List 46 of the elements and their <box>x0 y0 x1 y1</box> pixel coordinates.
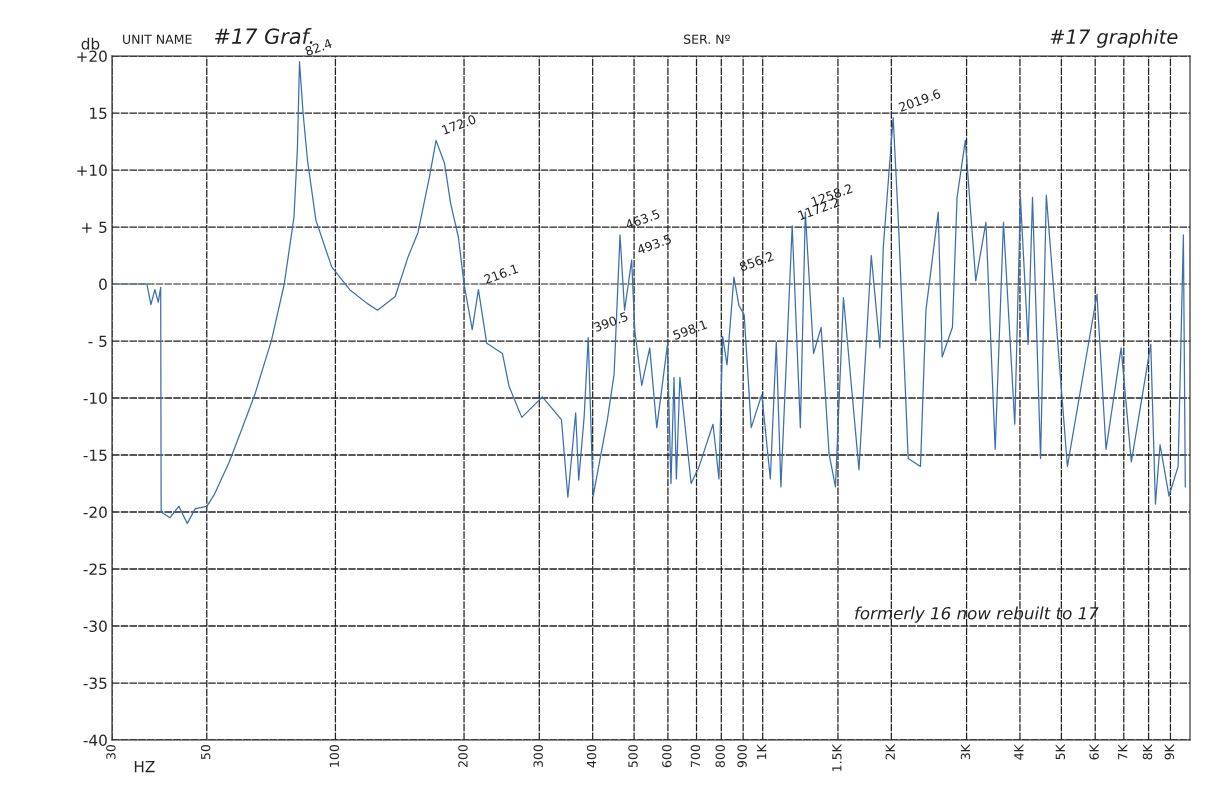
x-tick-label: 2K <box>885 743 895 760</box>
annotation: 463.5 <box>624 209 661 230</box>
y-tick-label: -10 <box>83 392 107 405</box>
y-tick-label: -35 <box>83 677 107 690</box>
annotation: 172.0 <box>441 114 477 135</box>
x-tick-label: 1K <box>757 743 767 759</box>
y-tick-label: -25 <box>83 563 107 576</box>
annotation: 598.1 <box>672 319 708 340</box>
text: SER. Nº <box>684 34 730 44</box>
text: UNIT NAME <box>123 34 192 44</box>
x-tick-label: 5K <box>1055 743 1065 760</box>
y-tick-label: -40 <box>83 734 107 747</box>
x-tick-label: 100 <box>329 745 340 767</box>
x-tick-label: 800 <box>715 745 725 768</box>
annotation: 493.5 <box>636 234 672 255</box>
y-tick-label: -30 <box>83 620 107 633</box>
x-tick-label: 900 <box>737 745 747 768</box>
y-tick-label: + 5 <box>82 221 107 234</box>
annotation: 216.1 <box>483 263 519 285</box>
y-tick-label: +10 <box>77 164 107 177</box>
x-tick-label: 6K <box>1089 743 1099 760</box>
x-tick-label: 3K <box>960 743 971 760</box>
x-tick-label: 200 <box>458 745 468 768</box>
x-axis-title: HZ <box>134 760 155 773</box>
x-tick-label: 400 <box>586 745 597 768</box>
x-tick-label: 300 <box>533 745 543 768</box>
x-tick-label: 7K <box>1118 743 1128 760</box>
x-tick-label: 9K <box>1164 743 1175 760</box>
x-tick-label: 50 <box>200 745 211 760</box>
annotation: 390.5 <box>593 311 629 333</box>
y-axis-title: db <box>81 37 100 50</box>
y-tick-label: - 5 <box>88 335 107 348</box>
x-tick-label: 500 <box>628 745 638 768</box>
x-tick-label: 600 <box>662 745 672 768</box>
y-tick-label: -20 <box>83 506 107 519</box>
text: #17 graphite <box>1050 29 1178 48</box>
annotation: 856.2 <box>738 251 774 272</box>
x-tick-label: 30 <box>106 745 116 760</box>
x-tick-label: 1.5K <box>832 743 842 771</box>
y-tick-label: 15 <box>90 107 107 120</box>
y-tick-label: 0 <box>99 278 107 291</box>
x-tick-label: 8K <box>1142 743 1153 760</box>
x-tick-label: 700 <box>690 745 701 767</box>
y-tick-label: -15 <box>83 449 107 462</box>
y-tick-label: +20 <box>77 50 107 63</box>
x-tick-label: 4K <box>1014 743 1024 760</box>
